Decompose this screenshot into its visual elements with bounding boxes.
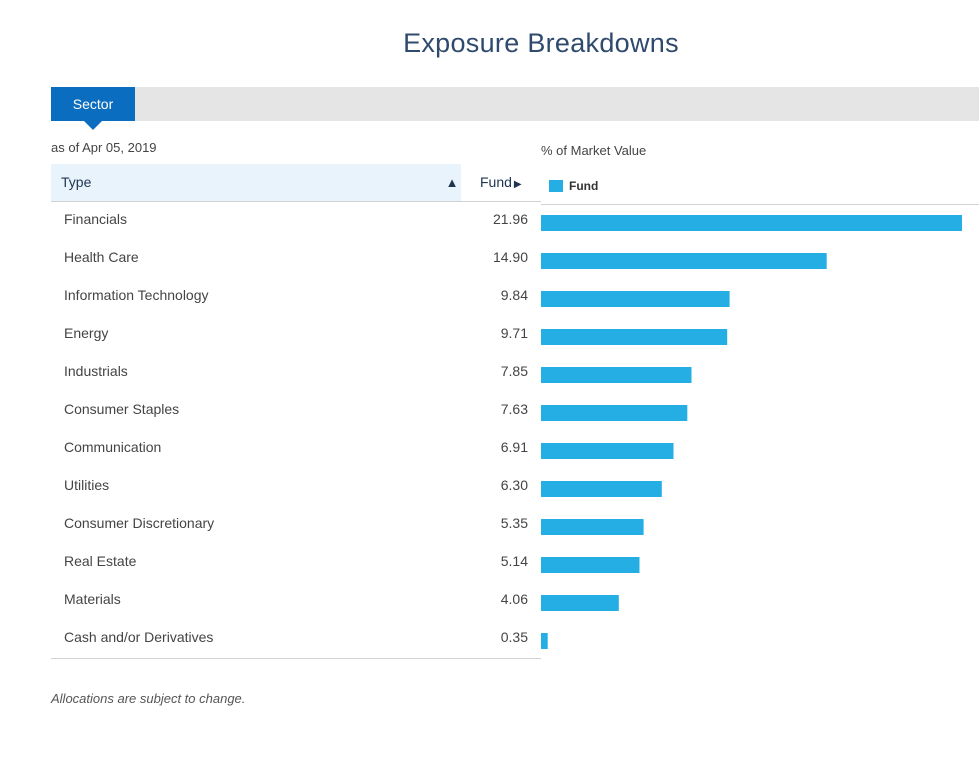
table-row: Cash and/or Derivatives 0.35 — [51, 619, 541, 657]
bar-health-care — [541, 253, 827, 269]
bar-consumer-discretionary — [541, 519, 644, 535]
bar-materials — [541, 595, 619, 611]
allocation-note: Allocations are subject to change. — [51, 691, 246, 706]
table-row: Communication 6.91 — [51, 429, 541, 467]
table-row: Consumer Staples 7.63 — [51, 391, 541, 429]
table-row: Information Technology 9.84 — [51, 277, 541, 315]
sector-name: Health Care — [64, 249, 139, 265]
type-column-header[interactable]: Type ▲ — [51, 164, 461, 201]
table-header-divider — [51, 201, 541, 202]
bar-information-technology — [541, 291, 730, 307]
sector-name: Industrials — [64, 363, 128, 379]
table-row: Materials 4.06 — [51, 581, 541, 619]
tab-bar: Sector — [51, 87, 979, 130]
bar-energy — [541, 329, 728, 345]
fund-value: 4.06 — [500, 591, 528, 607]
sector-name: Materials — [64, 591, 121, 607]
sort-ascending-icon: ▲ — [445, 175, 459, 190]
fund-value: 5.14 — [500, 553, 528, 569]
bar-real-estate — [541, 557, 640, 573]
table-bottom-divider — [51, 658, 541, 659]
legend-label: Fund — [569, 179, 599, 193]
triangle-right-icon: ▶ — [513, 179, 522, 190]
sector-name: Consumer Staples — [64, 401, 180, 417]
fund-value: 7.63 — [500, 401, 528, 417]
sector-name: Utilities — [64, 477, 110, 493]
sector-name: Real Estate — [64, 553, 137, 569]
fund-value: 6.91 — [500, 439, 528, 455]
table-row: Real Estate 5.14 — [51, 543, 541, 581]
fund-header-label: Fund — [480, 174, 512, 190]
chart-legend: Fund — [549, 179, 598, 195]
page-title: Exposure Breakdowns — [403, 28, 679, 58]
sector-name: Energy — [64, 325, 109, 341]
table-row: Health Care 14.90 — [51, 239, 541, 277]
fund-value: 9.71 — [500, 325, 528, 341]
bar-industrials — [541, 367, 692, 383]
fund-column-header[interactable]: Fund ▶ — [480, 174, 540, 190]
fund-value: 6.30 — [500, 477, 528, 493]
sector-name: Financials — [64, 211, 128, 227]
sector-name: Communication — [64, 439, 162, 455]
bar-communication — [541, 443, 674, 459]
tab-pointer-icon — [84, 121, 102, 130]
table-row: Consumer Discretionary 5.35 — [51, 505, 541, 543]
as-of-date: as of Apr 05, 2019 — [51, 140, 157, 155]
table-row: Energy 9.71 — [51, 315, 541, 353]
bar-consumer-staples — [541, 405, 688, 421]
fund-value: 0.35 — [500, 629, 528, 645]
fund-value: 5.35 — [500, 515, 528, 531]
chart-heading: % of Market Value — [541, 143, 647, 158]
fund-value: 14.90 — [492, 249, 528, 265]
sector-name: Information Technology — [64, 287, 209, 303]
sector-name: Consumer Discretionary — [64, 515, 215, 531]
bar-cash-and-or-derivatives — [541, 633, 548, 649]
bar-utilities — [541, 481, 662, 497]
legend-swatch — [549, 180, 563, 192]
table-row: Utilities 6.30 — [51, 467, 541, 505]
fund-value: 21.96 — [492, 211, 528, 227]
tab-sector[interactable]: Sector — [51, 87, 135, 121]
sector-table: Financials 21.96 Health Care 14.90 Informati… — [51, 201, 541, 657]
table-row: Financials 21.96 — [51, 201, 541, 239]
bar-financials — [541, 215, 962, 231]
chart-top-divider — [541, 204, 979, 205]
fund-value: 9.84 — [500, 287, 528, 303]
fund-value: 7.85 — [500, 363, 528, 379]
table-row: Industrials 7.85 — [51, 353, 541, 391]
sector-name: Cash and/or Derivatives — [64, 629, 214, 645]
type-header-label: Type — [61, 174, 92, 190]
